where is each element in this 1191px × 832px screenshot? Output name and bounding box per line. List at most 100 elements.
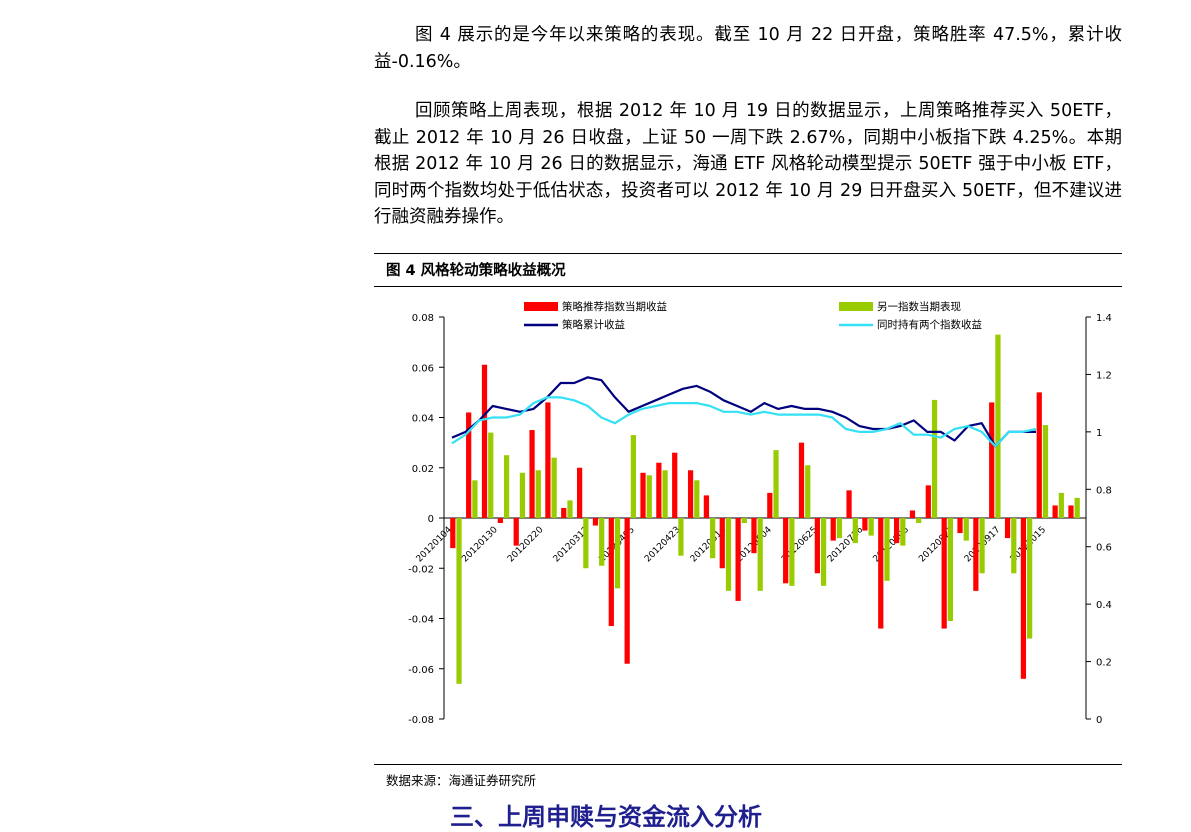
green-bar bbox=[630, 435, 637, 518]
hold-both-return-line bbox=[451, 396, 1037, 448]
green-bar bbox=[662, 470, 668, 518]
green-bar bbox=[583, 518, 589, 569]
right-axis-tick-label: 1 bbox=[1096, 428, 1102, 439]
red-bar bbox=[1004, 518, 1011, 539]
left-axis-tick-label: 0 bbox=[428, 514, 434, 525]
left-axis-tick-label: -0.04 bbox=[408, 615, 434, 626]
red-bar bbox=[893, 518, 900, 544]
green-bar bbox=[868, 518, 874, 536]
left-axis-tick-label: 0.06 bbox=[412, 363, 434, 374]
red-bar bbox=[989, 402, 995, 518]
green-bar bbox=[963, 518, 969, 541]
red-bar bbox=[973, 518, 979, 591]
right-axis-tick-label: 0.2 bbox=[1096, 658, 1112, 669]
green-bar bbox=[884, 518, 890, 581]
red-bar bbox=[751, 518, 757, 554]
left-axis-tick-label: 0.02 bbox=[412, 464, 434, 475]
x-axis-tick-label: 20120423 bbox=[643, 525, 682, 564]
red-bar bbox=[529, 430, 535, 518]
weekly-review-paragraph: 回顾策略上周表现，根据 2012 年 10 月 19 日的数据显示，上周策略推荐… bbox=[374, 101, 1122, 227]
green-bar bbox=[820, 518, 827, 586]
chart-lines bbox=[451, 376, 1037, 448]
legend-swatch bbox=[524, 302, 558, 311]
red-bar bbox=[624, 518, 630, 664]
red-bar bbox=[703, 495, 710, 518]
red-bar bbox=[1068, 505, 1074, 518]
red-bar bbox=[767, 492, 773, 518]
legend-swatch bbox=[839, 302, 873, 311]
red-bar bbox=[497, 518, 503, 524]
red-bar bbox=[545, 402, 551, 518]
green-bar bbox=[995, 334, 1001, 518]
green-bar bbox=[472, 480, 478, 518]
red-bar bbox=[640, 472, 646, 518]
red-bar bbox=[830, 518, 836, 541]
left-axis-tick-label: 0.04 bbox=[412, 414, 434, 425]
red-bar bbox=[735, 518, 741, 601]
green-bar bbox=[614, 518, 621, 589]
green-bar bbox=[916, 518, 922, 524]
red-bar bbox=[957, 518, 963, 534]
green-bar bbox=[773, 450, 779, 518]
x-axis-tick-label: 20120220 bbox=[506, 525, 546, 565]
green-bar bbox=[488, 432, 494, 518]
red-bar bbox=[1052, 505, 1058, 518]
figure-bottom-rule bbox=[374, 764, 1122, 765]
green-bar bbox=[789, 518, 795, 586]
right-axis-tick-label: 1.4 bbox=[1096, 313, 1112, 324]
red-bar bbox=[450, 518, 456, 549]
green-bar bbox=[947, 518, 954, 622]
green-bar bbox=[599, 518, 605, 566]
figure-source: 数据来源：海通证券研究所 bbox=[386, 773, 537, 788]
red-bar bbox=[862, 518, 868, 531]
green-bar bbox=[567, 500, 573, 518]
left-axis-tick-label: -0.02 bbox=[408, 564, 434, 575]
green-bar bbox=[725, 518, 732, 591]
red-bar bbox=[656, 462, 662, 518]
green-bar bbox=[900, 518, 906, 546]
red-bar bbox=[672, 452, 678, 518]
caption-rule bbox=[374, 286, 1122, 287]
red-bar bbox=[513, 518, 519, 546]
right-axis-tick-label: 0.8 bbox=[1096, 485, 1112, 496]
red-bar bbox=[561, 507, 567, 518]
green-bar bbox=[852, 518, 858, 544]
red-bar bbox=[1036, 392, 1042, 518]
next-section-heading: 三、上周申赎与资金流入分析 bbox=[450, 802, 762, 831]
figure-caption: 图 4 风格轮动策略收益概况 bbox=[386, 263, 566, 279]
green-bar bbox=[551, 457, 557, 518]
red-bar bbox=[878, 518, 884, 629]
x-axis-tick-label: 20120130 bbox=[460, 525, 500, 565]
red-bar bbox=[592, 518, 599, 526]
right-axis-tick-label: 0.4 bbox=[1096, 600, 1112, 611]
green-bar bbox=[456, 518, 462, 684]
chart-bars bbox=[450, 334, 1080, 684]
green-bar bbox=[931, 399, 938, 518]
green-bar bbox=[741, 518, 747, 524]
left-axis-tick-label: -0.06 bbox=[408, 665, 434, 676]
green-bar bbox=[805, 465, 811, 518]
red-bar bbox=[798, 442, 805, 518]
green-bar bbox=[503, 455, 510, 518]
green-bar bbox=[535, 470, 541, 518]
x-axis-tick-label: 20120104 bbox=[415, 525, 455, 565]
green-bar bbox=[646, 475, 652, 518]
green-bar bbox=[1042, 425, 1049, 518]
left-axis-tick-label: 0.08 bbox=[412, 313, 434, 324]
green-bar bbox=[694, 480, 700, 518]
red-bar bbox=[481, 364, 488, 518]
right-axis-tick-label: 0.6 bbox=[1096, 543, 1112, 554]
red-bar bbox=[925, 485, 931, 518]
style-rotation-chart: -0.08 -0.06 -0.04 -0.02 0 0.02 0.04 0.06 0.08 0 0.… bbox=[408, 300, 1112, 726]
red-bar bbox=[687, 470, 694, 518]
red-bar bbox=[719, 518, 725, 569]
legend-label: 策略推荐指数当期收益 bbox=[562, 300, 667, 313]
legend-label: 同时持有两个指数收益 bbox=[877, 318, 982, 331]
red-bar bbox=[576, 467, 583, 518]
green-bar bbox=[710, 518, 716, 559]
red-bar bbox=[814, 518, 820, 574]
cumulative-return-line bbox=[451, 376, 1036, 448]
legend-label: 另一指数当期表现 bbox=[877, 300, 961, 313]
green-bar bbox=[1027, 518, 1033, 639]
green-bar bbox=[836, 518, 843, 539]
